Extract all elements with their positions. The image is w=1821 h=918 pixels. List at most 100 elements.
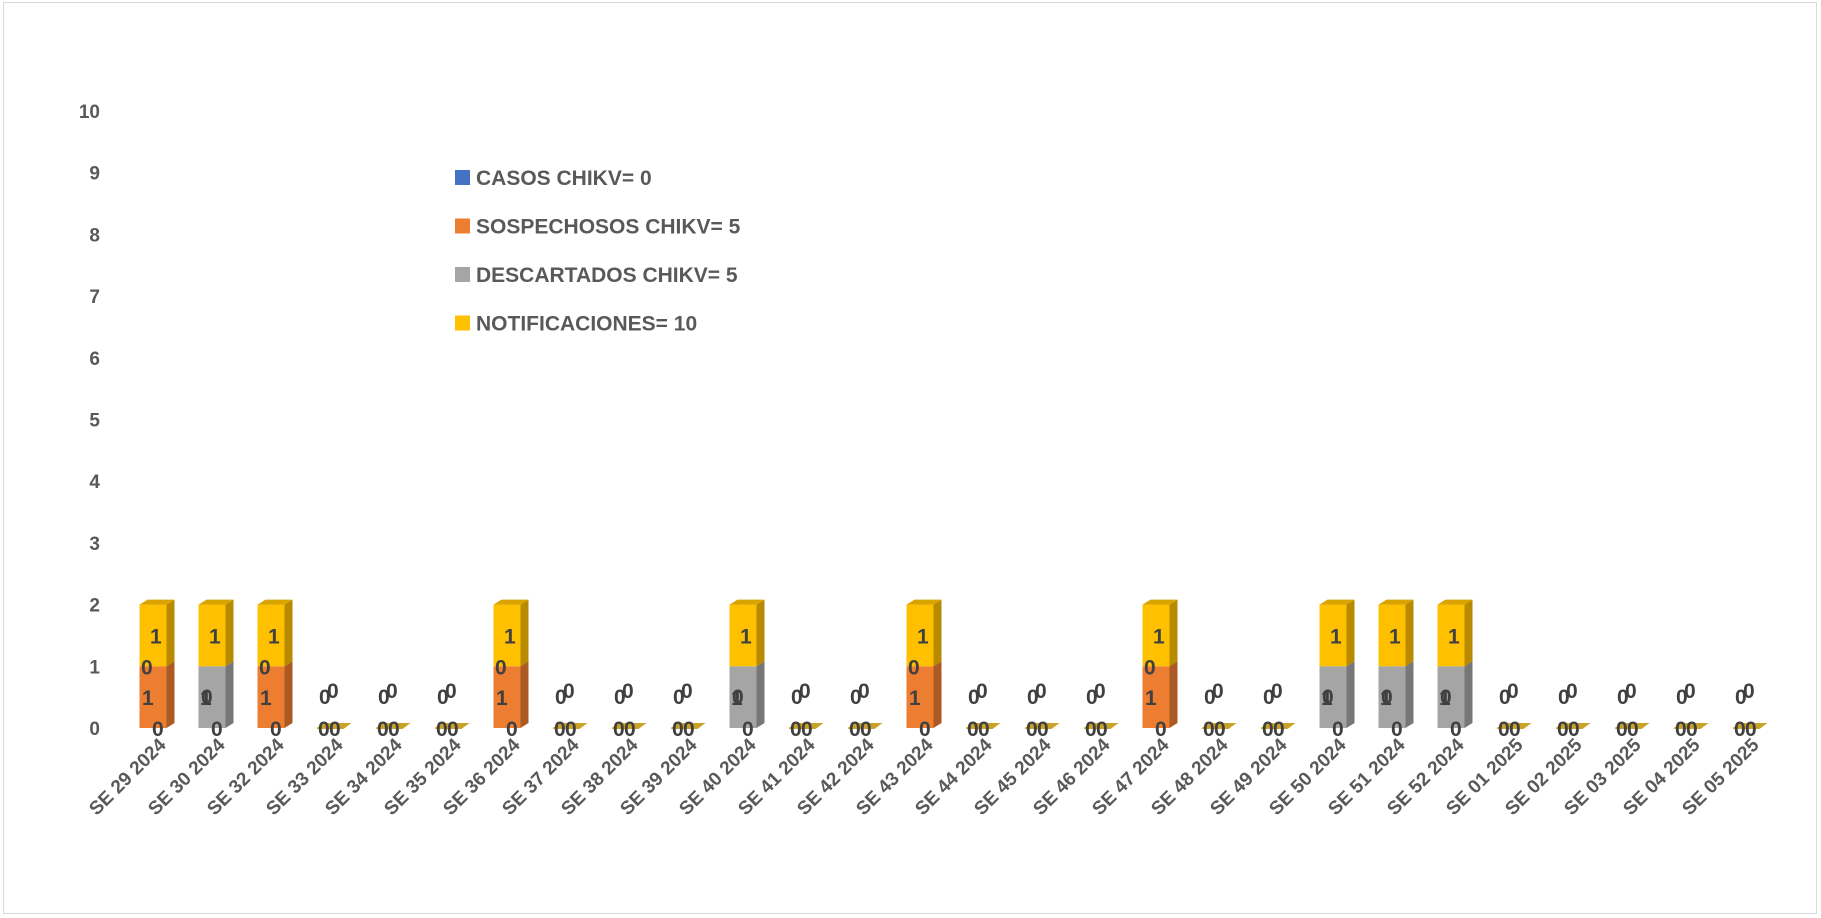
bar-zero-base <box>1673 723 1709 729</box>
data-label: 0 <box>1086 686 1098 709</box>
bar-group <box>1260 723 1296 729</box>
bar-group <box>1673 723 1709 729</box>
y-tick-label: 7 <box>89 287 100 308</box>
legend-item: NOTIFICACIONES= 10 <box>455 313 697 336</box>
data-label: 0 <box>1096 718 1108 741</box>
data-label: 0 <box>1507 680 1519 703</box>
bar-segment-side <box>1346 599 1355 667</box>
bar-segment <box>139 666 167 728</box>
data-label: 0 <box>613 718 625 741</box>
bar-group <box>139 599 175 728</box>
data-label: 0 <box>1743 680 1755 703</box>
data-label: 0 <box>1684 680 1696 703</box>
bar-segment <box>257 604 285 667</box>
bar-top-face <box>729 599 765 605</box>
data-label: 0 <box>1450 718 1462 741</box>
data-label: 0 <box>1332 718 1344 741</box>
bar-zero-base <box>1732 723 1768 729</box>
data-label: 0 <box>1557 718 1569 741</box>
bar-group <box>552 723 588 729</box>
data-label: 0 <box>141 656 153 679</box>
bar-top-face <box>1319 599 1355 605</box>
bar-segment-side <box>284 661 293 728</box>
bar-segment <box>729 604 757 667</box>
data-label: 0 <box>436 718 448 741</box>
data-label: 1 <box>1389 625 1401 648</box>
data-label: 0 <box>1381 686 1393 709</box>
legend-label: SOSPECHOSOS CHIKV= 5 <box>476 216 741 239</box>
bar-group <box>729 599 765 728</box>
bar-segment <box>493 666 521 728</box>
bar-segment-side <box>1346 661 1355 728</box>
data-label: 0 <box>614 686 626 709</box>
bar-segment-side <box>520 599 529 667</box>
data-label: 1 <box>731 687 743 710</box>
bar-group <box>788 723 824 729</box>
y-tick-label: 5 <box>89 411 100 432</box>
data-label: 1 <box>496 687 508 710</box>
data-label: 0 <box>1616 718 1628 741</box>
data-label: 0 <box>849 718 861 741</box>
data-label: 0 <box>1144 656 1156 679</box>
data-label: 0 <box>563 680 575 703</box>
data-label: 1 <box>1439 687 1451 710</box>
legend-label: NOTIFICACIONES= 10 <box>476 313 697 336</box>
bar-zero-base <box>1083 723 1119 729</box>
y-tick-label: 4 <box>89 472 100 493</box>
data-label: 0 <box>908 656 920 679</box>
bar-segment <box>1319 604 1347 667</box>
data-label: 1 <box>917 625 929 648</box>
bar-segment <box>1142 666 1170 728</box>
bar-segment-side <box>520 661 529 728</box>
data-label: 0 <box>732 686 744 709</box>
bar-segment-side <box>756 599 765 667</box>
legend-swatch <box>455 218 470 234</box>
data-label: 0 <box>1322 686 1334 709</box>
bar-group <box>611 723 647 729</box>
bar-zero-base <box>552 723 588 729</box>
data-label: 0 <box>211 718 223 741</box>
data-label: 0 <box>1498 718 1510 741</box>
data-label: 0 <box>555 686 567 709</box>
bar-group <box>1142 599 1178 728</box>
data-label: 0 <box>858 680 870 703</box>
data-label: 0 <box>1037 718 1049 741</box>
y-tick-label: 1 <box>89 657 100 678</box>
data-label: 0 <box>1745 718 1757 741</box>
bar-segment <box>198 666 226 728</box>
data-label: 0 <box>319 686 331 709</box>
data-label: 0 <box>790 718 802 741</box>
bar-segment-side <box>1169 599 1178 667</box>
data-label: 0 <box>850 686 862 709</box>
data-label: 0 <box>1273 718 1285 741</box>
bar-zero-base <box>434 723 470 729</box>
legend-label: CASOS CHIKV= 0 <box>476 167 652 190</box>
bar-segment-side <box>933 599 942 667</box>
bar-group <box>1555 723 1591 729</box>
data-label: 0 <box>1026 718 1038 741</box>
data-label: 0 <box>201 686 213 709</box>
bar-zero-base <box>788 723 824 729</box>
y-tick-label: 2 <box>89 596 100 617</box>
bar-group <box>198 599 234 728</box>
data-label: 1 <box>740 625 752 648</box>
bar-top-face <box>1437 599 1473 605</box>
data-label: 1 <box>504 625 516 648</box>
bar-zero-base <box>670 723 706 729</box>
bar-group <box>1732 723 1768 729</box>
data-label: 0 <box>1262 718 1274 741</box>
bar-zero-base <box>965 723 1001 729</box>
data-label: 0 <box>1568 718 1580 741</box>
data-label: 0 <box>377 718 389 741</box>
bar-segment-side <box>225 599 234 667</box>
data-label: 1 <box>1448 625 1460 648</box>
bar-group <box>493 599 529 728</box>
data-label: 0 <box>967 718 979 741</box>
data-label: 1 <box>142 687 154 710</box>
data-label: 0 <box>1203 718 1215 741</box>
data-label: 1 <box>260 687 272 710</box>
bar-segment <box>1437 604 1465 667</box>
bar-segment-side <box>1464 661 1473 728</box>
